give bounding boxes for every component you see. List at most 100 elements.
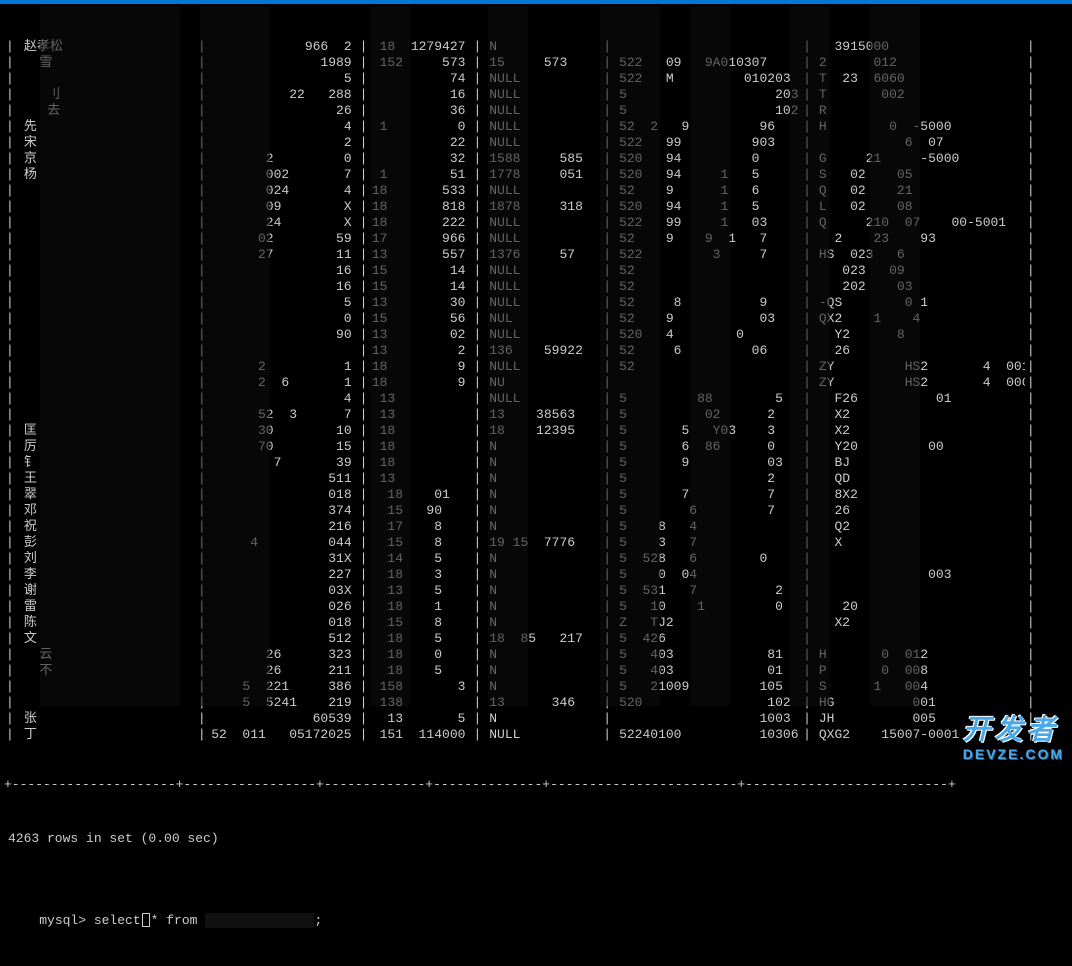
table-cell: 5 21009 105 [613,679,801,696]
table-cell: 宋 [16,135,196,152]
table-cell: QD [813,471,1025,488]
table-cell: N [483,711,601,728]
table-cell: 丁 [16,727,196,744]
table-cell: 24 X [208,215,358,232]
table-cell: 15 14 [369,279,471,296]
table-row: |刘| 31X|14 5 |N|5 528 6 0|| [4,552,1068,568]
table-cell: 22 288 [208,87,358,104]
table-cell: X2 [813,423,1025,440]
table-row: |李| 227|18 3 |N|5 0 04 | 003| [4,568,1068,584]
table-cell: Q 210 07 00-5001 [813,215,1025,232]
table-cell: 18 5 [369,631,471,648]
table-cell: 5 7 7 [613,487,801,504]
table-row: || 16|15 14|NULL|52 | 023 09| [4,264,1068,280]
table-cell: 16 [208,263,358,280]
table-cell: 5 5 Y03 3 [613,423,801,440]
table-row: | 云| 26 323|18 0 |N|5 403 81|H 0 012| [4,648,1068,664]
table-cell: 5 203 [613,87,801,104]
table-cell: NULL [483,183,601,200]
table-cell: S 02 05 [813,167,1025,184]
table-cell: QXG2 15007-0001 [813,727,1025,744]
table-row: || 0|15 56|NUL|52 9 03|QX2 1 4| [4,312,1068,328]
table-cell: H 0 -5000 [813,119,1025,136]
table-cell: 钅 [16,455,196,472]
table-cell: Y20 00 [813,439,1025,456]
table-cell: Y2 8 [813,327,1025,344]
table-cell: 1 0 [369,119,471,136]
table-row: |邓| 374|15 90 |N|5 6 7| 26| [4,504,1068,520]
table-cell: 1376 57 [483,247,601,264]
cursor [142,913,150,927]
table-row: |||13 2|136 59922|52 6 06| 26| [4,344,1068,360]
table-cell: 李 [16,567,196,584]
table-cell: NULL [483,71,601,88]
table-cell: 18 5 [369,663,471,680]
table-cell: 023 09 [813,263,1025,280]
table-cell: 158 3 [369,679,471,696]
table-cell: 13 2 [369,343,471,360]
table-row: ||27 11|13 557|1376 57|522 3 7|HS 023 6| [4,248,1068,264]
table-row: |雷| 026|18 1 |N|5 10 1 0| 20| [4,600,1068,616]
prompt-line[interactable]: mysql> select* from ; [4,896,1068,947]
command-after: * from [151,913,206,928]
table-cell: 26 [208,103,358,120]
table-row: |厉|70 15|18 |N|5 6 86 0| Y20 00| [4,440,1068,456]
table-cell: 52 3 7 [208,407,358,424]
table-cell: 13 5 [369,583,471,600]
table-cell: T 23 6060 [813,71,1025,88]
table-cell: 15 573 [483,55,601,72]
table-cell: 1878 318 [483,199,601,216]
table-cell: G 21 -5000 [813,151,1025,168]
table-cell: 13 02 [369,327,471,344]
table-cell: 18 0 [369,647,471,664]
table-cell: NULL [483,279,601,296]
table-cell: 2 012 [813,55,1025,72]
table-cell: 陈 [16,615,196,632]
table-cell: 2 0 [208,151,358,168]
table-cell: 152 573 [369,55,471,72]
obscured-table [205,913,314,928]
table-cell: 18 3 [369,567,471,584]
table-cell: 杨 [16,167,196,184]
table-row: | 不| 26 211|18 5 |N|5 403 01|P 0 008| [4,664,1068,680]
table-cell: NULL [483,727,601,744]
table-cell: 19 15 7776 [483,535,601,552]
table-cell: 5 221 386 [208,679,358,696]
table-row: ||02 59|17 966|NULL|52 9 9 1 7| 2 23 93| [4,232,1068,248]
table-cell: 522 3 7 [613,247,801,264]
table-row: |京|2 0| 32|1588 585|520 94 0|G 21 -5000| [4,152,1068,168]
table-cell: 邓 [16,503,196,520]
table-row: ||5 221 386|158 3|N|5 21009 105|S 1 004| [4,680,1068,696]
table-cell: 王 [16,471,196,488]
table-cell: 15 8 [369,535,471,552]
table-row: |王| 511|13 |N|5 2| QD| [4,472,1068,488]
table-cell: 18 01 [369,487,471,504]
table-cell: 520 102 [613,695,801,712]
table-cell: 138 [369,695,471,712]
table-cell: X [813,535,1025,552]
table-cell: 文 [16,631,196,648]
table-cell: 018 [208,615,358,632]
table-cell: 1003 [613,711,801,728]
table-row: |钅| 7 39|18 |N|5 9 03| BJ| [4,456,1068,472]
table-row: |匡|30 10|18 |18 12395|5 5 Y03 3| X2| [4,424,1068,440]
table-cell: 018 [208,487,358,504]
table-cell: 522 99 1 03 [613,215,801,232]
table-cell: 云 [16,647,196,664]
table-row: |祝| 216|17 8 |N|5 8 4 | Q2| [4,520,1068,536]
table-row: |张| 60539|13 5|N| 1003|JH 005| [4,712,1068,728]
table-cell: 31X [208,551,358,568]
table-row: ||52 3 7|13 |13 38563|5 02 2| X2| [4,408,1068,424]
table-row: || 4|13 |NULL|5 88 5| F26 01| [4,392,1068,408]
query-result-table: |赵孝松|966 2|18 1279427|N|| 3915000|| 雪|19… [4,40,1068,744]
table-cell: 18 12395 [483,423,601,440]
table-cell: 雪 [16,55,196,72]
table-row: |陈| 018|15 8 |N|Z TJ2 | X2| [4,616,1068,632]
table-cell: NULL [483,391,601,408]
table-cell: 202 03 [813,279,1025,296]
table-cell: 14 5 [369,551,471,568]
table-row: |赵孝松|966 2|18 1279427|N|| 3915000| [4,40,1068,56]
table-cell: 374 [208,503,358,520]
table-cell: 雷 [16,599,196,616]
table-cell: 5 6 7 [613,503,801,520]
